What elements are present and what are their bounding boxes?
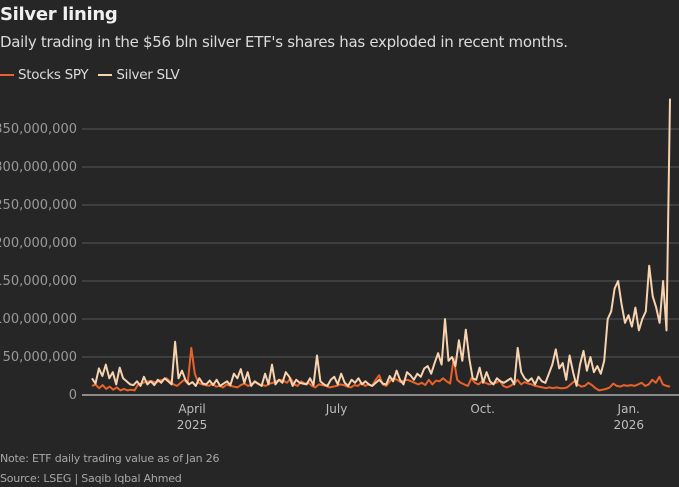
y-tick-label: 50,000,000 [3, 350, 77, 365]
legend-label-slv: Silver SLV [116, 67, 180, 83]
x-tick-label: April [178, 402, 205, 416]
chart-title: Silver lining [0, 4, 118, 25]
y-tick-label: 150,000,000 [0, 274, 77, 289]
y-tick-label: 100,000,000 [0, 312, 77, 327]
gridlines [82, 128, 679, 396]
x-tick-sublabel: 2025 [177, 418, 208, 432]
x-tick-label: Jan. [617, 402, 640, 416]
footnote: Note: ETF daily trading value as of Jan … [0, 452, 220, 465]
legend-item-slv: Silver SLV [98, 67, 180, 83]
y-axis-ticks: 0 50,000,000 100,000,000 150,000,000 200,000… [0, 122, 77, 403]
x-tick-label: July [325, 402, 348, 416]
x-tick-label: Oct. [470, 402, 495, 416]
y-tick-label: 350,000,000 [0, 122, 77, 137]
legend-item-spy: Stocks SPY [0, 67, 89, 83]
legend: Stocks SPY Silver SLV [0, 67, 189, 83]
legend-label-spy: Stocks SPY [18, 67, 89, 83]
legend-swatch-spy [0, 74, 14, 76]
x-tick-sublabel: 2026 [613, 418, 644, 432]
series-line-slv [91, 98, 671, 387]
x-axis-ticks: April 2025 July Oct. Jan. 2026 [177, 402, 644, 432]
legend-swatch-slv [98, 74, 113, 76]
y-tick-label: 250,000,000 [0, 198, 77, 213]
y-tick-label: 200,000,000 [0, 236, 77, 251]
source-credit: Source: LSEG | Saqib Iqbal Ahmed [0, 472, 182, 485]
series-line-spy [91, 346, 671, 392]
y-tick-label: 300,000,000 [0, 160, 77, 175]
series-lines [91, 98, 671, 392]
y-tick-label: 0 [69, 388, 77, 403]
chart-subtitle: Daily trading in the $56 bln silver ETF'… [0, 33, 568, 51]
